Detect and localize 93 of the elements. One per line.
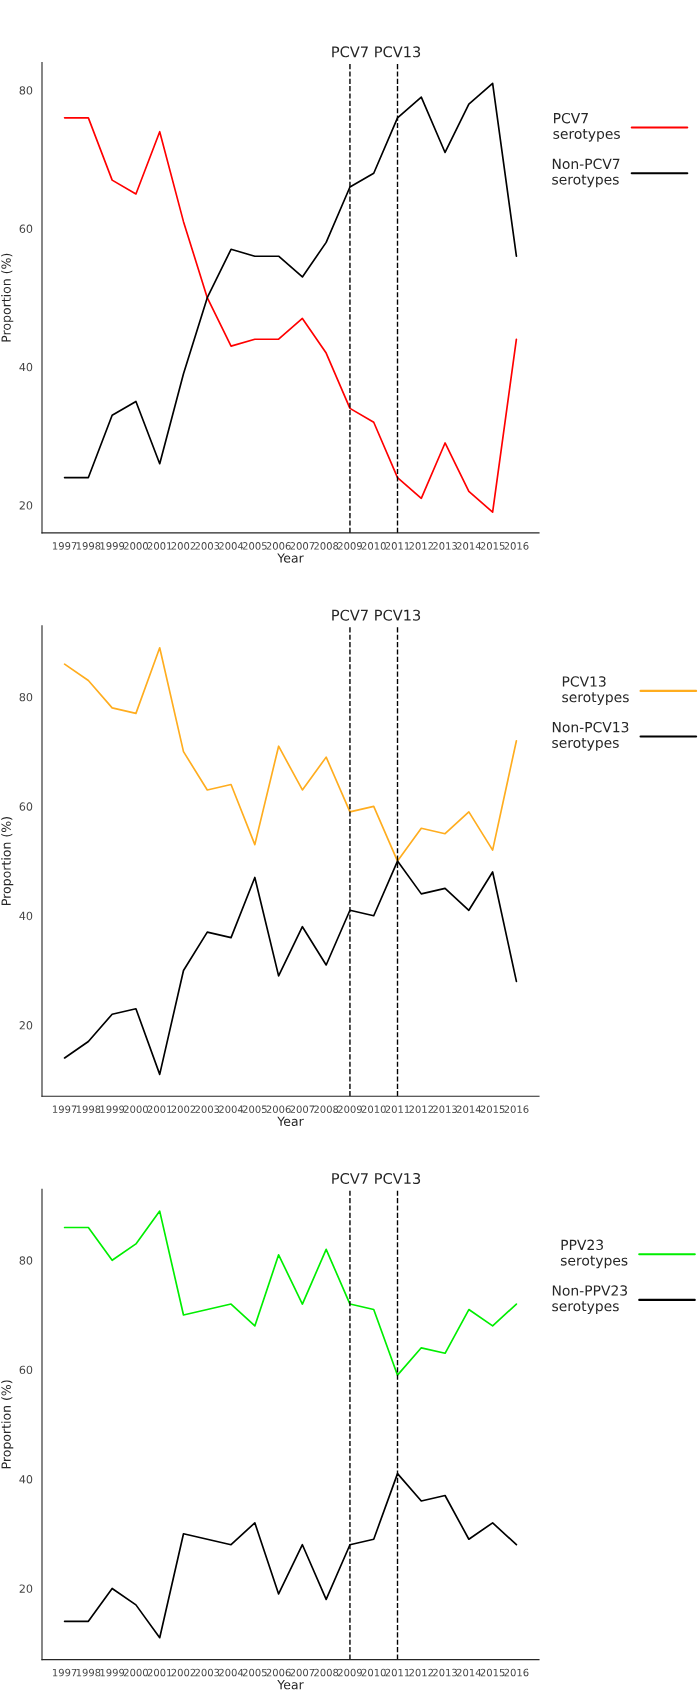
legend-label: PPV23 serotypes	[560, 1239, 628, 1269]
line-series	[63, 646, 518, 862]
x-tick-label: 2000	[123, 1105, 148, 1114]
x-tick-label: 2010	[361, 1668, 386, 1677]
x-tick-label: 1997	[52, 1668, 77, 1677]
x-axis-title: Year	[277, 1116, 304, 1127]
x-tick-label: 2015	[480, 1668, 505, 1677]
x-tick-label: 2013	[433, 542, 457, 550]
x-tick-label: 2015	[480, 542, 505, 550]
y-tick-label: 40	[19, 1475, 33, 1484]
line-series	[63, 117, 518, 513]
y-axis-title: Proportion (%)	[1, 1380, 14, 1469]
x-tick-label: 2004	[219, 1668, 244, 1677]
x-tick-label: 2001	[147, 1668, 172, 1677]
x-tick-label: 2003	[195, 542, 220, 550]
ref-line-label: PCV7	[332, 46, 368, 58]
legend-label: Non-PPV23 serotypes	[552, 1285, 628, 1314]
legend-label: Non-PCV13 serotypes	[552, 721, 629, 751]
legend-label: PCV7 serotypes	[553, 112, 620, 142]
ref-line-label: PCV7	[332, 609, 368, 621]
x-tick-label: 2016	[504, 1668, 529, 1677]
x-tick-label: 2014	[456, 1668, 482, 1677]
x-tick-label: 2008	[314, 1105, 339, 1114]
y-tick-label: 60	[19, 1365, 33, 1375]
x-tick-label: 2015	[480, 1105, 505, 1114]
ref-line-label: PCV13	[375, 609, 421, 621]
x-tick-label: 2014	[456, 542, 482, 550]
x-tick-label: 2003	[195, 1105, 220, 1114]
x-tick-label: 2007	[290, 542, 315, 550]
x-tick-label: 2007	[290, 1668, 315, 1677]
x-tick-label: 2012	[409, 542, 434, 550]
x-tick-label: 2005	[242, 542, 267, 550]
x-tick-label: 2005	[242, 1105, 267, 1114]
y-axis-title: Proportion (%)	[1, 817, 14, 905]
x-tick-label: 2004	[219, 1105, 244, 1114]
x-tick-label: 2000	[123, 542, 148, 550]
x-tick-label: 2006	[266, 1105, 291, 1114]
x-tick-label: 2009	[337, 1105, 362, 1114]
x-tick-label: 1999	[100, 542, 125, 550]
y-tick-label: 80	[19, 1256, 33, 1265]
y-tick-label: 40	[19, 911, 33, 921]
ref-line-label: PCV13	[375, 1172, 421, 1185]
x-tick-label: 2002	[171, 542, 196, 550]
x-tick-label: 2004	[219, 542, 244, 550]
x-tick-label: 1997	[52, 542, 77, 550]
x-tick-label: 2013	[433, 1105, 457, 1114]
x-tick-label: 2012	[409, 1668, 434, 1677]
x-tick-label: 2003	[195, 1668, 220, 1677]
x-tick-label: 2009	[337, 1668, 362, 1677]
x-tick-label: 1999	[100, 1668, 125, 1677]
x-tick-label: 2011	[385, 542, 410, 550]
x-tick-label: 2006	[266, 1668, 291, 1677]
y-tick-label: 60	[19, 224, 33, 233]
y-tick-label: 40	[19, 362, 33, 372]
x-axis-title: Year	[277, 553, 304, 563]
x-tick-label: 1998	[76, 1105, 101, 1114]
x-tick-label: 2005	[242, 1668, 267, 1677]
legend-label: PCV13 serotypes	[562, 676, 629, 705]
x-tick-label: 1997	[52, 1105, 77, 1114]
x-tick-label: 2009	[337, 542, 362, 550]
x-tick-label: 2010	[361, 542, 386, 550]
x-tick-label: 2013	[433, 1668, 457, 1677]
x-tick-label: 2014	[456, 1105, 482, 1114]
x-tick-label: 2011	[385, 1105, 410, 1114]
x-tick-label: 1998	[76, 1668, 101, 1677]
ref-line-label: PCV7	[332, 1172, 368, 1185]
y-tick-label: 20	[19, 1021, 33, 1030]
x-axis-title: Year	[277, 1680, 304, 1690]
x-tick-label: 2010	[361, 1105, 386, 1114]
x-tick-label: 2016	[504, 542, 529, 550]
x-tick-label: 1998	[76, 542, 101, 550]
x-tick-label: 1999	[100, 1105, 125, 1114]
x-tick-label: 2002	[171, 1105, 196, 1114]
y-axis-title: Proportion (%)	[1, 253, 14, 342]
y-tick-label: 60	[19, 802, 33, 811]
x-tick-label: 2016	[504, 1105, 529, 1114]
x-tick-label: 2012	[409, 1105, 434, 1114]
x-tick-label: 2007	[290, 1105, 315, 1114]
x-tick-label: 2001	[147, 542, 172, 550]
y-tick-label: 20	[19, 501, 33, 510]
x-tick-label: 2006	[266, 542, 291, 550]
ref-line-label: PCV13	[375, 46, 421, 58]
y-tick-label: 20	[19, 1584, 33, 1593]
x-tick-label: 2001	[147, 1105, 172, 1114]
line-series	[63, 1210, 518, 1376]
x-tick-label: 2008	[314, 542, 339, 550]
x-tick-label: 2008	[314, 1668, 339, 1677]
x-tick-label: 2000	[123, 1668, 148, 1677]
x-tick-label: 2011	[385, 1668, 410, 1677]
y-tick-label: 80	[19, 86, 33, 95]
legend-label: Non-PCV7 serotypes	[552, 158, 620, 188]
x-tick-label: 2002	[171, 1668, 196, 1677]
y-tick-label: 80	[19, 692, 33, 702]
